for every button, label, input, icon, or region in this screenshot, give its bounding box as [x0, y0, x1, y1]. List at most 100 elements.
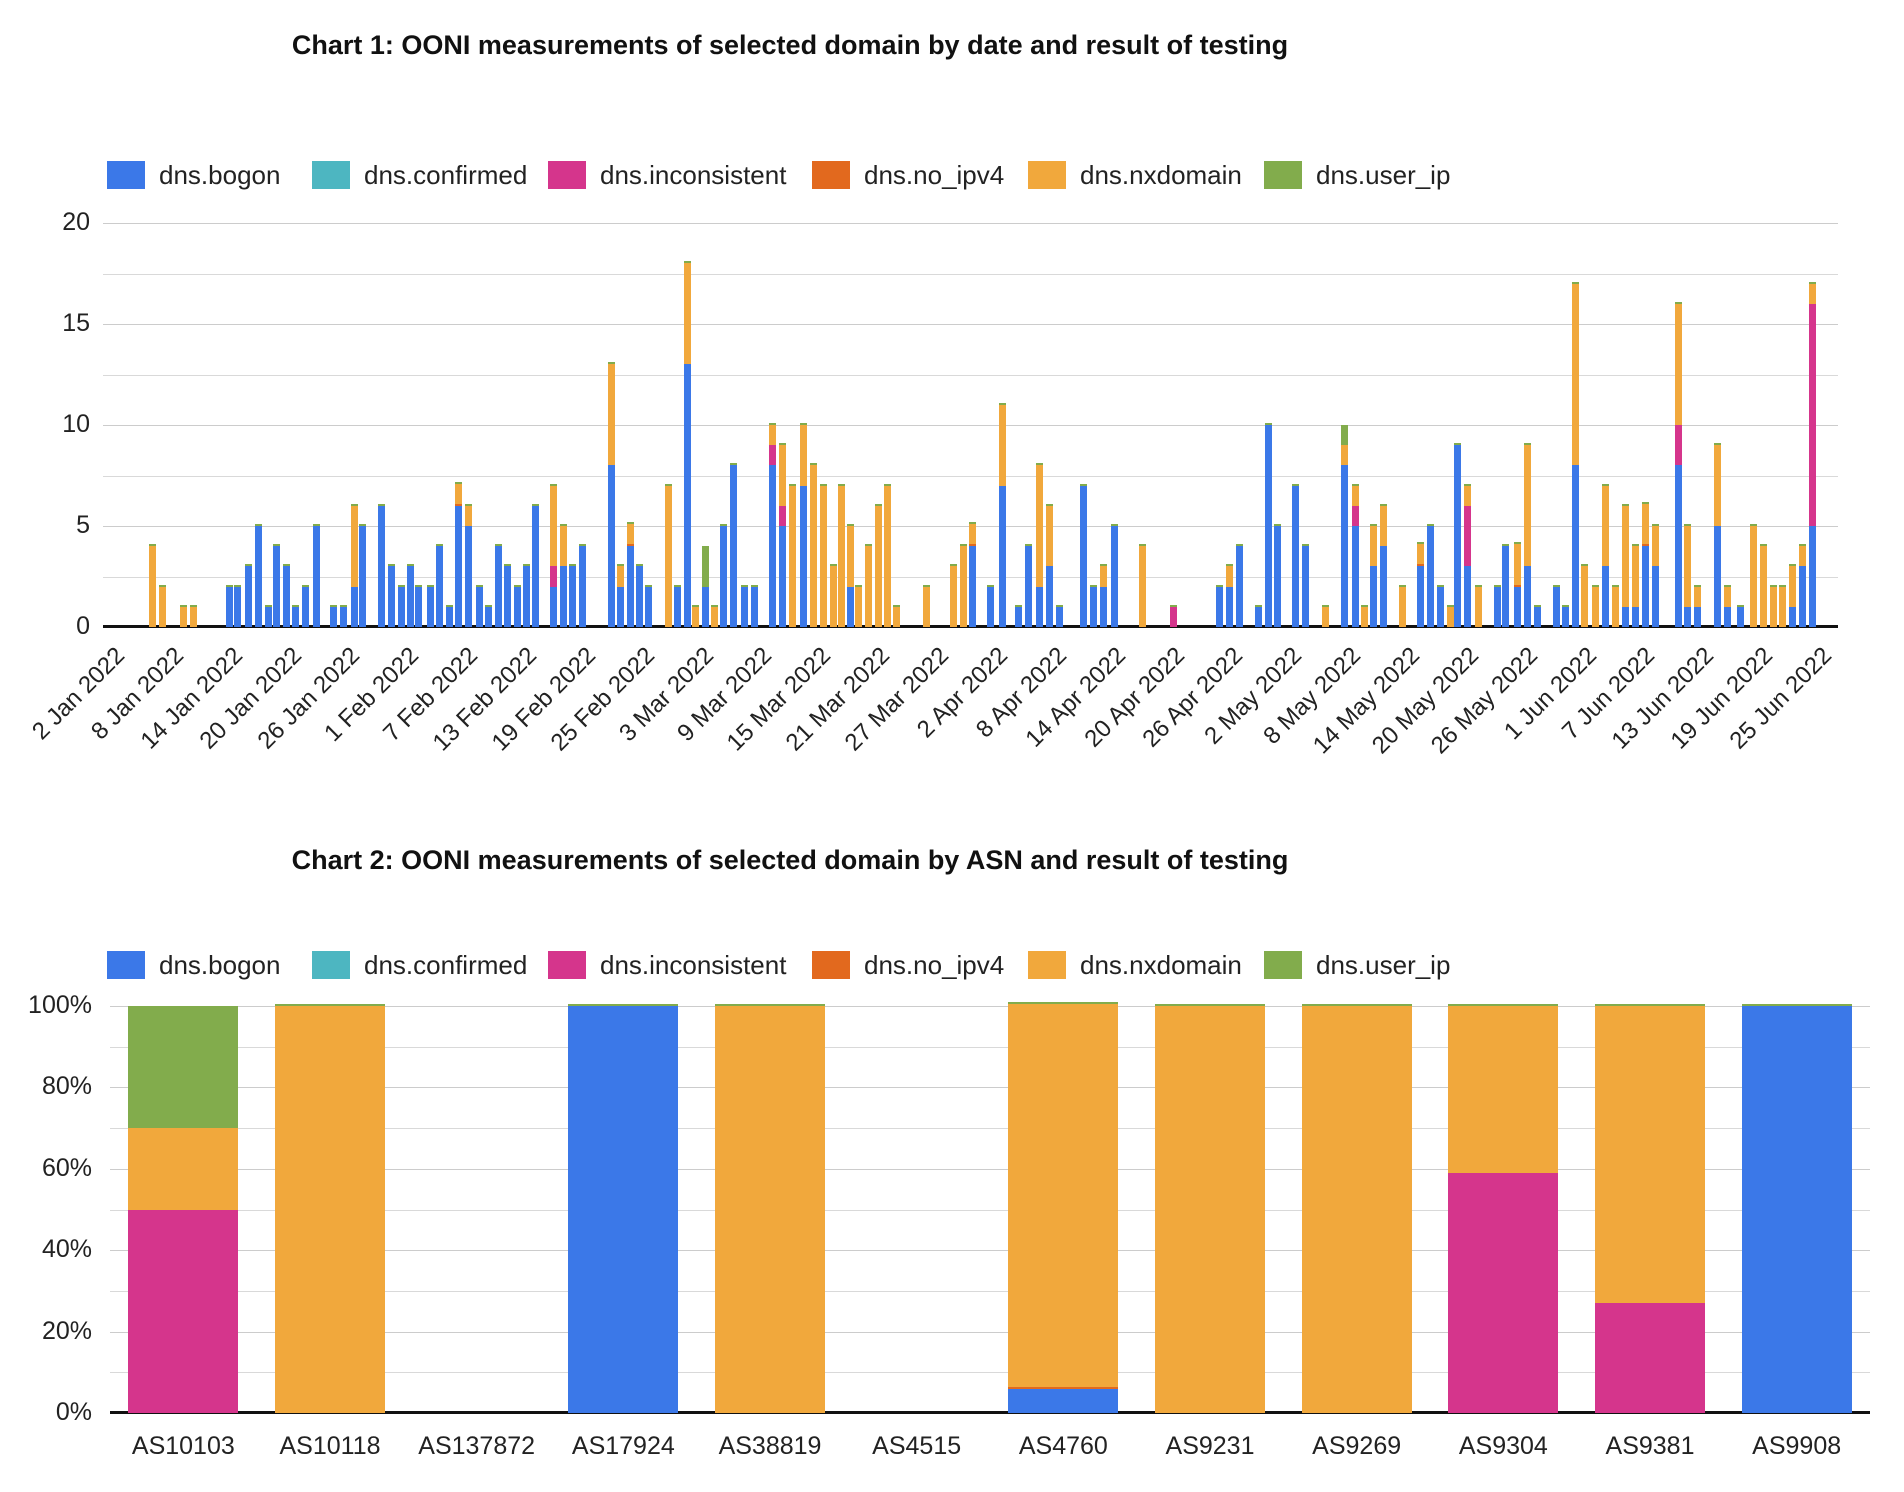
stacked-bar-23 Jun 2022[interactable] — [1789, 564, 1796, 627]
stacked-bar-1 Feb 2022[interactable] — [388, 564, 395, 627]
stacked-bar-24 Jun 2022[interactable] — [1799, 544, 1806, 627]
stacked-bar-27 Feb 2022[interactable] — [636, 564, 643, 627]
stacked-bar-8 Apr 2022[interactable] — [1025, 544, 1032, 627]
stacked-bar-3 May 2022[interactable] — [1255, 604, 1262, 627]
stacked-bar-21 Feb 2022[interactable] — [579, 544, 586, 627]
stacked-bar-14 May 2022[interactable] — [1361, 604, 1368, 627]
stacked-bar-16 Feb 2022[interactable] — [532, 503, 539, 627]
stacked-bar-20 Jan 2022[interactable] — [273, 544, 280, 627]
stacked-bar-3 Mar 2022[interactable] — [684, 261, 691, 627]
stacked-bar-21 Jan 2022[interactable] — [283, 564, 290, 627]
stacked-bar-13 May 2022[interactable] — [1352, 483, 1359, 627]
stacked-bar-16 Jun 2022[interactable] — [1714, 443, 1721, 627]
stacked-bar-30 Apr 2022[interactable] — [1226, 564, 1233, 627]
stacked-bar-27 Jan 2022[interactable] — [340, 604, 347, 627]
stacked-bar-31 Mar 2022[interactable] — [950, 564, 957, 627]
stacked-bar-10 Jun 2022[interactable] — [1632, 544, 1639, 627]
stacked-bar-24 Jan 2022[interactable] — [313, 524, 320, 627]
stacked-bar-30 May 2022[interactable] — [1524, 443, 1531, 627]
stacked-bar-8 Jun 2022[interactable] — [1612, 584, 1619, 627]
stacked-bar-8 Mar 2022[interactable] — [730, 463, 737, 627]
stacked-bar-2 Jun 2022[interactable] — [1553, 584, 1560, 627]
stacked-bar-20 Feb 2022[interactable] — [569, 564, 576, 627]
stacked-bar-17 Jun 2022[interactable] — [1724, 584, 1731, 627]
stacked-bar-18 Feb 2022[interactable] — [550, 483, 557, 627]
stacked-bar-10 Apr 2022[interactable] — [1046, 503, 1053, 627]
stacked-bar-24 May 2022[interactable] — [1454, 443, 1461, 627]
stacked-bar-25 Mar 2022[interactable] — [893, 604, 900, 627]
stacked-bar-22 Jan 2022[interactable] — [292, 604, 299, 627]
stacked-bar-18 May 2022[interactable] — [1399, 584, 1406, 627]
stacked-bar-14 Mar 2022[interactable] — [789, 483, 796, 627]
stacked-bar-15 Mar 2022[interactable] — [800, 423, 807, 627]
stacked-bar-31 Jan 2022[interactable] — [378, 503, 385, 627]
stacked-bar-4 Apr 2022[interactable] — [987, 584, 994, 627]
stacked-bar-29 May 2022[interactable] — [1514, 542, 1521, 627]
stacked-bar-AS4760[interactable] — [1008, 1002, 1119, 1413]
stacked-bar-AS9304[interactable] — [1448, 1004, 1559, 1413]
stacked-bar-19 Feb 2022[interactable] — [560, 524, 567, 627]
stacked-bar-15 Feb 2022[interactable] — [523, 564, 530, 627]
stacked-bar-AS9908[interactable] — [1741, 1004, 1852, 1413]
stacked-bar-12 Feb 2022[interactable] — [495, 544, 502, 627]
stacked-bar-21 Apr 2022[interactable] — [1139, 544, 1146, 627]
stacked-bar-4 Jun 2022[interactable] — [1572, 281, 1579, 627]
stacked-bar-8 May 2022[interactable] — [1302, 544, 1309, 627]
stacked-bar-15 Jun 2022[interactable] — [1694, 584, 1701, 627]
stacked-bar-10 Feb 2022[interactable] — [476, 584, 483, 627]
stacked-bar-10 Jan 2022[interactable] — [180, 604, 187, 627]
stacked-bar-11 Apr 2022[interactable] — [1056, 604, 1063, 627]
stacked-bar-11 Jun 2022[interactable] — [1642, 501, 1649, 627]
stacked-bar-7 Jan 2022[interactable] — [149, 544, 156, 627]
stacked-bar-10 Mar 2022[interactable] — [751, 584, 758, 627]
stacked-bar-6 Mar 2022[interactable] — [711, 604, 718, 627]
stacked-bar-7 Feb 2022[interactable] — [446, 604, 453, 627]
stacked-bar-12 May 2022[interactable] — [1341, 425, 1348, 627]
stacked-bar-2 Mar 2022[interactable] — [674, 584, 681, 627]
stacked-bar-8 Feb 2022[interactable] — [455, 481, 462, 627]
stacked-bar-7 Jun 2022[interactable] — [1602, 483, 1609, 627]
stacked-bar-4 Feb 2022[interactable] — [415, 584, 422, 627]
stacked-bar-22 Jun 2022[interactable] — [1779, 584, 1786, 627]
stacked-bar-1 Mar 2022[interactable] — [665, 483, 672, 627]
stacked-bar-AS9381[interactable] — [1595, 1004, 1705, 1413]
stacked-bar-16 May 2022[interactable] — [1380, 503, 1387, 627]
stacked-bar-7 Mar 2022[interactable] — [720, 524, 727, 627]
stacked-bar-6 Feb 2022[interactable] — [436, 544, 443, 627]
stacked-bar-26 Jan 2022[interactable] — [330, 604, 337, 627]
stacked-bar-15 Jan 2022[interactable] — [226, 584, 233, 627]
stacked-bar-23 Mar 2022[interactable] — [875, 503, 882, 627]
stacked-bar-20 Jun 2022[interactable] — [1760, 544, 1767, 627]
stacked-bar-19 Jun 2022[interactable] — [1750, 524, 1757, 627]
stacked-bar-13 Jun 2022[interactable] — [1675, 301, 1682, 627]
stacked-bar-28 Mar 2022[interactable] — [923, 584, 930, 627]
stacked-bar-1 Apr 2022[interactable] — [960, 544, 967, 627]
stacked-bar-29 Apr 2022[interactable] — [1216, 584, 1223, 627]
stacked-bar-8 Jan 2022[interactable] — [159, 584, 166, 627]
stacked-bar-9 Apr 2022[interactable] — [1036, 463, 1043, 627]
stacked-bar-27 May 2022[interactable] — [1494, 584, 1501, 627]
stacked-bar-17 Jan 2022[interactable] — [245, 564, 252, 627]
stacked-bar-11 Jan 2022[interactable] — [190, 604, 197, 627]
stacked-bar-22 Mar 2022[interactable] — [865, 544, 872, 627]
stacked-bar-3 Jun 2022[interactable] — [1562, 604, 1569, 627]
stacked-bar-26 May 2022[interactable] — [1475, 584, 1482, 627]
stacked-bar-18 Jun 2022[interactable] — [1737, 604, 1744, 627]
stacked-bar-24 Mar 2022[interactable] — [884, 483, 891, 627]
stacked-bar-2 Feb 2022[interactable] — [398, 584, 405, 627]
stacked-bar-23 May 2022[interactable] — [1447, 604, 1454, 627]
stacked-bar-12 Jun 2022[interactable] — [1652, 524, 1659, 627]
stacked-bar-19 Jan 2022[interactable] — [265, 604, 272, 627]
stacked-bar-28 Jan 2022[interactable] — [351, 503, 358, 627]
stacked-bar-AS9269[interactable] — [1301, 1004, 1412, 1413]
stacked-bar-15 May 2022[interactable] — [1370, 524, 1377, 627]
stacked-bar-9 Mar 2022[interactable] — [741, 584, 748, 627]
stacked-bar-5 Jun 2022[interactable] — [1581, 564, 1588, 627]
stacked-bar-16 Mar 2022[interactable] — [810, 463, 817, 627]
stacked-bar-7 Apr 2022[interactable] — [1015, 604, 1022, 627]
stacked-bar-31 May 2022[interactable] — [1534, 604, 1541, 627]
stacked-bar-6 Jun 2022[interactable] — [1592, 584, 1599, 627]
stacked-bar-23 Jan 2022[interactable] — [302, 584, 309, 627]
stacked-bar-9 Feb 2022[interactable] — [465, 503, 472, 627]
stacked-bar-28 Feb 2022[interactable] — [645, 584, 652, 627]
